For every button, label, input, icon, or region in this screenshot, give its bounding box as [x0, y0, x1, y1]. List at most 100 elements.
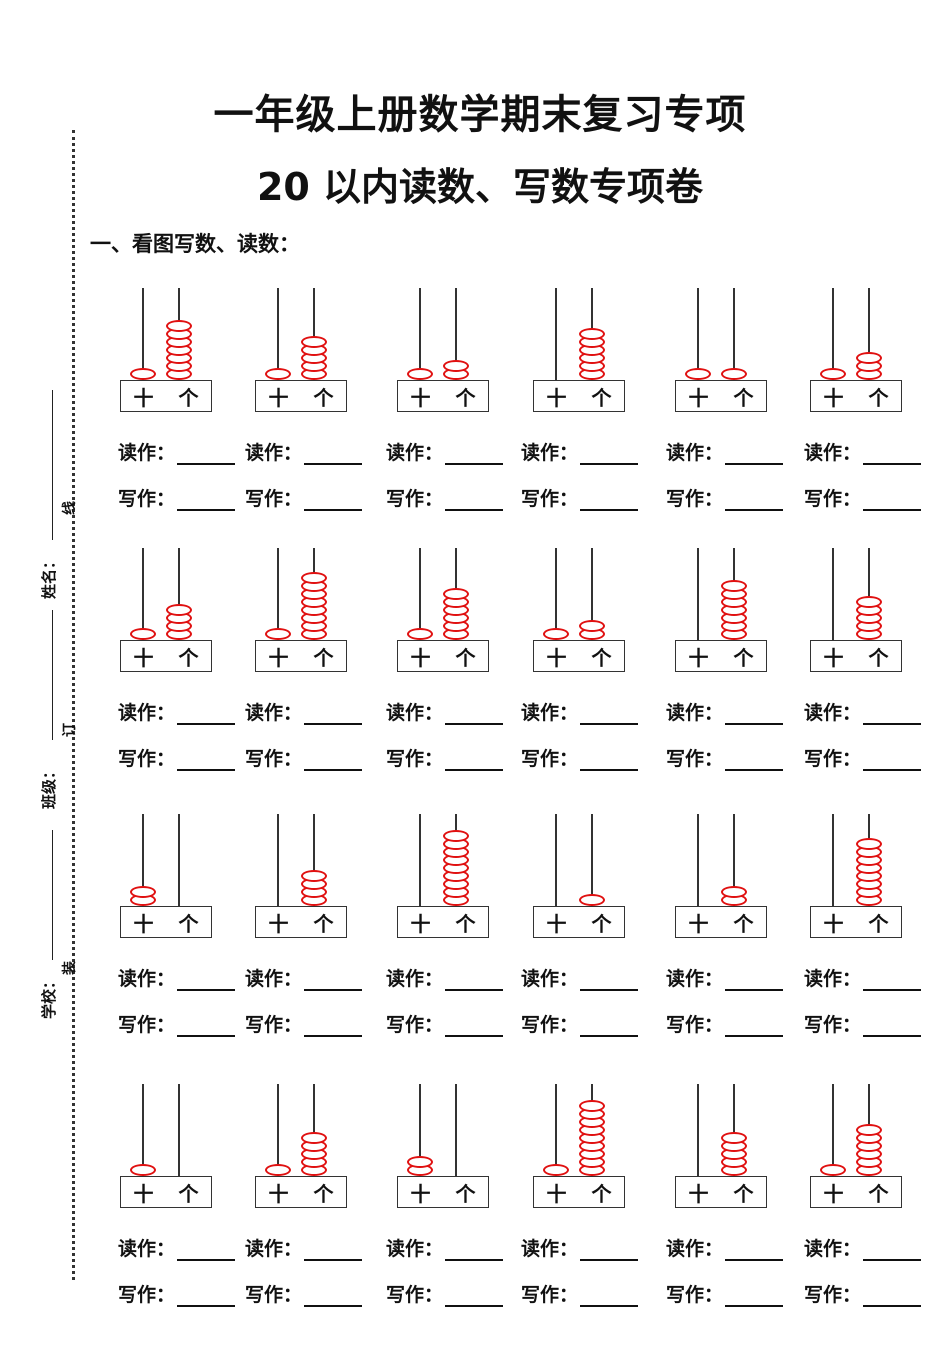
read-blank-input[interactable]: [304, 445, 363, 465]
write-blank-input[interactable]: [445, 1017, 504, 1037]
tens-rod: [832, 288, 834, 380]
place-value-box: 十个: [120, 906, 212, 938]
read-blank-input[interactable]: [725, 445, 784, 465]
ones-label: 个: [733, 645, 754, 670]
tens-bead: [265, 628, 291, 640]
tens-rod: [419, 814, 421, 906]
write-answer: 写作：: [521, 1280, 639, 1307]
read-blank-input[interactable]: [445, 705, 504, 725]
write-label: 写作：: [521, 1014, 579, 1036]
write-blank-input[interactable]: [580, 491, 639, 511]
read-label: 读作：: [521, 1238, 579, 1260]
write-blank-input[interactable]: [177, 751, 236, 771]
abacus-problem: 十个读作： 写作：: [386, 532, 537, 772]
tens-rod: [142, 548, 144, 640]
write-blank-input[interactable]: [725, 1017, 784, 1037]
read-blank-input[interactable]: [177, 445, 236, 465]
abacus: 十个: [533, 1068, 633, 1208]
read-blank-input[interactable]: [863, 1241, 922, 1261]
read-label: 读作：: [521, 442, 579, 464]
read-blank-input[interactable]: [725, 971, 784, 991]
write-blank-input[interactable]: [445, 751, 504, 771]
write-blank-input[interactable]: [863, 491, 922, 511]
write-blank-input[interactable]: [177, 1287, 236, 1307]
write-blank-input[interactable]: [177, 1017, 236, 1037]
ones-rod: [455, 288, 457, 380]
tens-label: 十: [268, 645, 289, 670]
abacus-problem: 十个读作： 写作：: [521, 1068, 673, 1308]
read-blank-input[interactable]: [580, 445, 639, 465]
ones-label: 个: [455, 385, 476, 410]
ones-bead: [856, 1124, 882, 1136]
tens-rod: [142, 1084, 144, 1176]
read-blank-input[interactable]: [725, 1241, 784, 1261]
write-blank-input[interactable]: [580, 751, 639, 771]
ones-label: 个: [313, 911, 334, 936]
write-answer: 写作：: [804, 1280, 922, 1307]
ones-bead: [301, 336, 327, 348]
ones-label: 个: [591, 1181, 612, 1206]
write-blank-input[interactable]: [863, 751, 922, 771]
write-blank-input[interactable]: [445, 1287, 504, 1307]
abacus: 十个: [120, 272, 220, 412]
read-blank-input[interactable]: [725, 705, 784, 725]
abacus: 十个: [675, 1068, 775, 1208]
write-blank-input[interactable]: [304, 491, 363, 511]
write-blank-input[interactable]: [580, 1017, 639, 1037]
abacus-problem: 十个读作： 写作：: [386, 798, 537, 1038]
read-blank-input[interactable]: [863, 971, 922, 991]
read-blank-input[interactable]: [177, 1241, 236, 1261]
write-label: 写作：: [386, 1284, 444, 1306]
write-blank-input[interactable]: [445, 491, 504, 511]
xian-label: 线: [62, 501, 78, 515]
abacus-problem: 十个读作： 写作：: [245, 272, 395, 512]
read-blank-input[interactable]: [863, 445, 922, 465]
write-blank-input[interactable]: [725, 751, 784, 771]
school-blank: [52, 830, 53, 960]
read-blank-input[interactable]: [445, 1241, 504, 1261]
read-blank-input[interactable]: [863, 705, 922, 725]
read-label: 读作：: [245, 1238, 303, 1260]
write-answer: 写作：: [804, 1010, 922, 1037]
write-answer: 写作：: [386, 484, 504, 511]
write-blank-input[interactable]: [580, 1287, 639, 1307]
read-label: 读作：: [245, 442, 303, 464]
read-label: 读作：: [118, 702, 176, 724]
read-blank-input[interactable]: [445, 971, 504, 991]
place-value-box: 十个: [533, 380, 625, 412]
tens-label: 十: [410, 385, 431, 410]
write-blank-input[interactable]: [177, 491, 236, 511]
read-blank-input[interactable]: [177, 971, 236, 991]
read-blank-input[interactable]: [580, 705, 639, 725]
read-label: 读作：: [804, 702, 862, 724]
abacus: 十个: [255, 798, 355, 938]
abacus: 十个: [255, 1068, 355, 1208]
write-blank-input[interactable]: [304, 751, 363, 771]
write-blank-input[interactable]: [863, 1287, 922, 1307]
read-blank-input[interactable]: [304, 971, 363, 991]
read-blank-input[interactable]: [445, 445, 504, 465]
read-blank-input[interactable]: [580, 971, 639, 991]
write-label: 写作：: [386, 1014, 444, 1036]
ones-rod: [868, 288, 870, 380]
write-label: 写作：: [118, 488, 176, 510]
read-blank-input[interactable]: [304, 705, 363, 725]
read-answer: 读作：: [804, 698, 922, 725]
write-blank-input[interactable]: [304, 1017, 363, 1037]
read-blank-input[interactable]: [304, 1241, 363, 1261]
place-value-box: 十个: [810, 640, 902, 672]
ones-rod: [591, 548, 593, 640]
abacus: 十个: [675, 532, 775, 672]
read-answer: 读作：: [245, 698, 363, 725]
place-value-box: 十个: [397, 906, 489, 938]
read-blank-input[interactable]: [177, 705, 236, 725]
write-blank-input[interactable]: [725, 491, 784, 511]
read-blank-input[interactable]: [580, 1241, 639, 1261]
read-answer: 读作：: [386, 964, 504, 991]
ones-rod: [591, 814, 593, 906]
ones-rod: [733, 814, 735, 906]
write-blank-input[interactable]: [725, 1287, 784, 1307]
read-label: 读作：: [804, 968, 862, 990]
write-blank-input[interactable]: [863, 1017, 922, 1037]
write-blank-input[interactable]: [304, 1287, 363, 1307]
